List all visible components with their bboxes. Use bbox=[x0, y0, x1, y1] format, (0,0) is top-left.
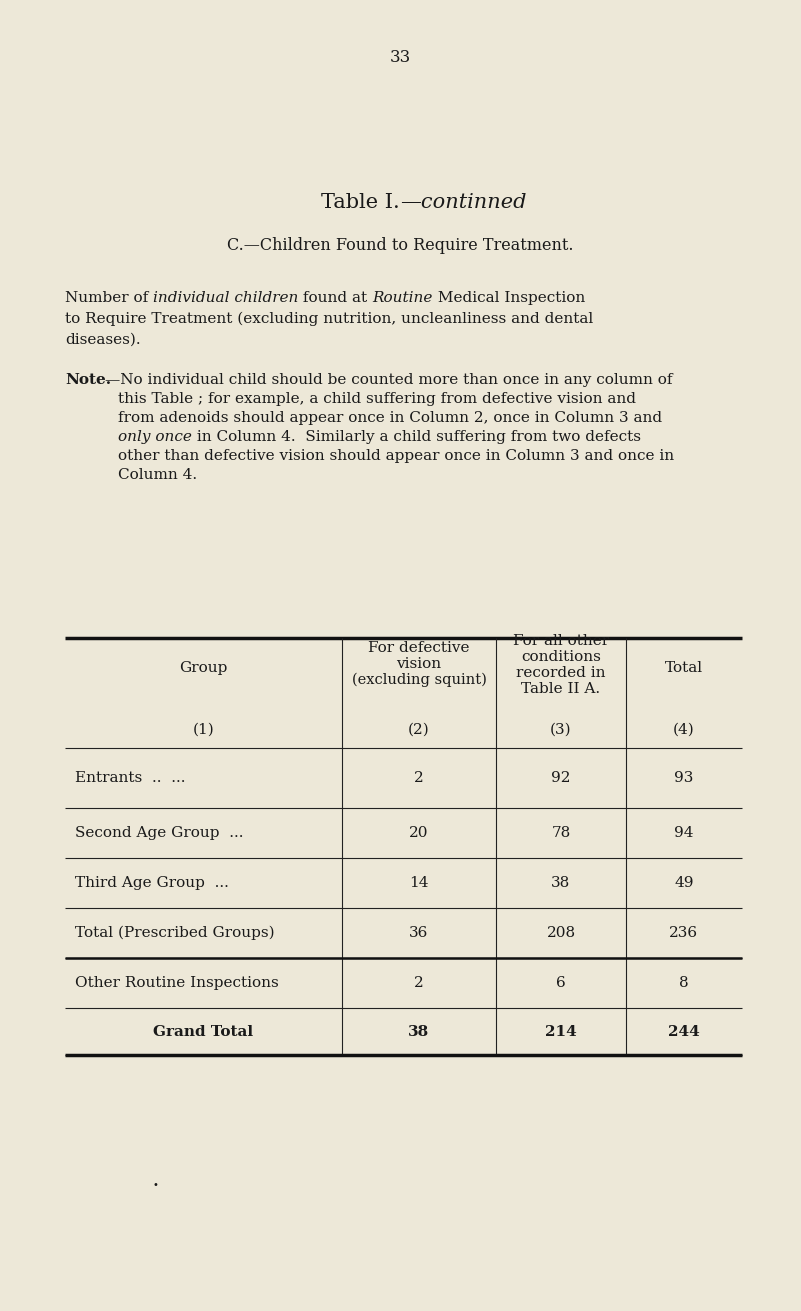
Text: Medical Inspection: Medical Inspection bbox=[433, 291, 585, 305]
Text: Table II A.: Table II A. bbox=[521, 682, 601, 696]
Text: vision: vision bbox=[396, 657, 441, 671]
Text: 38: 38 bbox=[551, 876, 570, 890]
Text: found at: found at bbox=[299, 291, 372, 305]
Text: For defective: For defective bbox=[368, 641, 469, 656]
Text: individual children: individual children bbox=[153, 291, 299, 305]
Text: 8: 8 bbox=[679, 975, 689, 990]
Text: 38: 38 bbox=[409, 1024, 429, 1038]
Text: 93: 93 bbox=[674, 771, 694, 785]
Text: 2: 2 bbox=[414, 975, 424, 990]
Text: 49: 49 bbox=[674, 876, 694, 890]
Text: —continned: —continned bbox=[400, 193, 526, 211]
Text: diseases).: diseases). bbox=[65, 333, 141, 347]
Text: Column 4.: Column 4. bbox=[118, 468, 197, 482]
Text: Note.: Note. bbox=[65, 374, 111, 387]
Text: this Table ; for example, a child suffering from defective vision and: this Table ; for example, a child suffer… bbox=[118, 392, 636, 406]
Text: Grand Total: Grand Total bbox=[154, 1024, 254, 1038]
Text: 20: 20 bbox=[409, 826, 429, 840]
Text: (3): (3) bbox=[550, 722, 572, 737]
Text: 92: 92 bbox=[551, 771, 571, 785]
Text: Third Age Group  ...: Third Age Group ... bbox=[75, 876, 229, 890]
Text: 36: 36 bbox=[409, 926, 429, 940]
Text: (1): (1) bbox=[192, 722, 215, 737]
Text: 94: 94 bbox=[674, 826, 694, 840]
Text: from adenoids should appear once in Column 2, once in Column 3 and: from adenoids should appear once in Colu… bbox=[118, 412, 662, 425]
Text: Group: Group bbox=[179, 661, 227, 675]
Text: 2: 2 bbox=[414, 771, 424, 785]
Text: 236: 236 bbox=[670, 926, 698, 940]
Text: Second Age Group  ...: Second Age Group ... bbox=[75, 826, 244, 840]
Text: Other Routine Inspections: Other Routine Inspections bbox=[75, 975, 279, 990]
Text: (4): (4) bbox=[673, 722, 695, 737]
Text: recorded in: recorded in bbox=[517, 666, 606, 680]
Text: other than defective vision should appear once in Column 3 and once in: other than defective vision should appea… bbox=[118, 448, 674, 463]
Text: Total (Prescribed Groups): Total (Prescribed Groups) bbox=[75, 926, 275, 940]
Text: Routine: Routine bbox=[372, 291, 433, 305]
Text: C.—Children Found to Require Treatment.: C.—Children Found to Require Treatment. bbox=[227, 236, 574, 253]
Text: Number of: Number of bbox=[65, 291, 153, 305]
Text: •: • bbox=[152, 1180, 158, 1190]
Text: Total: Total bbox=[665, 661, 703, 675]
Text: Table I.: Table I. bbox=[321, 193, 400, 211]
Text: to Require Treatment (excluding nutrition, uncleanliness and dental: to Require Treatment (excluding nutritio… bbox=[65, 312, 594, 326]
Text: For all other: For all other bbox=[513, 635, 609, 648]
Text: only once: only once bbox=[118, 430, 192, 444]
Text: 14: 14 bbox=[409, 876, 429, 890]
Text: 33: 33 bbox=[389, 49, 411, 66]
Text: (2): (2) bbox=[409, 722, 430, 737]
Text: conditions: conditions bbox=[521, 650, 601, 663]
Text: 214: 214 bbox=[545, 1024, 577, 1038]
Text: —No individual child should be counted more than once in any column of: —No individual child should be counted m… bbox=[105, 374, 673, 387]
Text: 6: 6 bbox=[556, 975, 566, 990]
Text: 208: 208 bbox=[546, 926, 576, 940]
Text: in Column 4.  Similarly a child suffering from two defects: in Column 4. Similarly a child suffering… bbox=[192, 430, 641, 444]
Text: (excluding squint): (excluding squint) bbox=[352, 673, 486, 687]
Text: Entrants  ..  ...: Entrants .. ... bbox=[75, 771, 186, 785]
Text: 244: 244 bbox=[668, 1024, 700, 1038]
Text: 78: 78 bbox=[551, 826, 570, 840]
